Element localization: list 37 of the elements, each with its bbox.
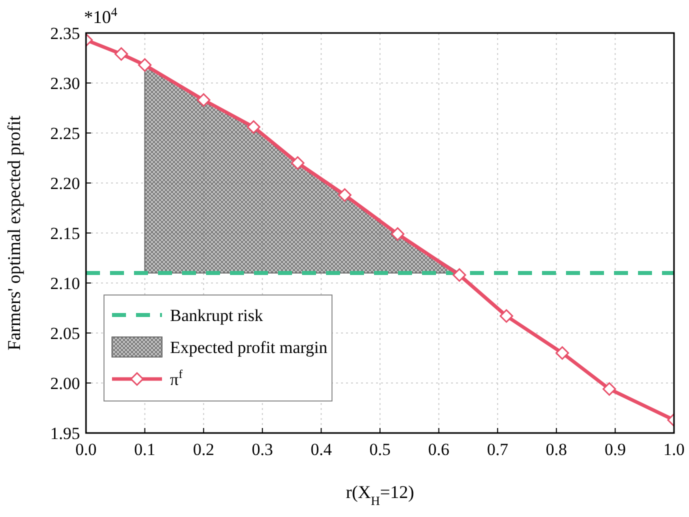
y-axis-title: Farmers' optimal expected profit xyxy=(4,116,24,350)
point xyxy=(114,47,128,61)
point xyxy=(196,93,210,107)
y-tick-label: 2.20 xyxy=(50,174,80,193)
x-tick-label: 0.6 xyxy=(428,440,450,459)
point xyxy=(602,382,616,396)
point xyxy=(452,268,466,282)
y-tick-label: 1.95 xyxy=(50,424,80,443)
x-tick-label: 0.5 xyxy=(369,440,391,459)
text: *10$^{4}$ xyxy=(84,5,118,27)
y-tick-label: 2.35 xyxy=(50,24,80,43)
point xyxy=(556,346,570,360)
point xyxy=(246,120,260,134)
x-tick-label: 0.7 xyxy=(486,440,509,459)
x-tick-label: 0.3 xyxy=(252,440,274,459)
x-tick-label: 0.4 xyxy=(310,440,332,459)
y-tick-label: 2.10 xyxy=(50,274,80,293)
x-tick-label: 0.1 xyxy=(134,440,156,459)
point xyxy=(338,188,352,202)
y-tick-label: 2.05 xyxy=(50,324,80,343)
y-tick-label: 2.15 xyxy=(50,224,80,243)
y-tick-label: 2.25 xyxy=(50,124,80,143)
point xyxy=(390,227,404,241)
x-tick-label: 0.8 xyxy=(546,440,568,459)
y-tick-label: 2.00 xyxy=(50,374,80,393)
point xyxy=(290,156,304,170)
point xyxy=(500,309,514,323)
y-tick-label: 2.30 xyxy=(50,74,80,93)
x-tick-label: 0.2 xyxy=(192,440,214,459)
point xyxy=(138,58,152,72)
legend-label: Bankrupt risk xyxy=(170,306,264,325)
legend-label: Expected profit margin xyxy=(170,338,328,357)
x-tick-label: 0.9 xyxy=(604,440,626,459)
x-tick-label: 1.0 xyxy=(663,440,685,459)
x-tick-label: 0.0 xyxy=(75,440,97,459)
legend-label: π$^{f}$ xyxy=(170,367,183,389)
x-axis-title: r(X$_{H}$=12) xyxy=(346,482,414,508)
